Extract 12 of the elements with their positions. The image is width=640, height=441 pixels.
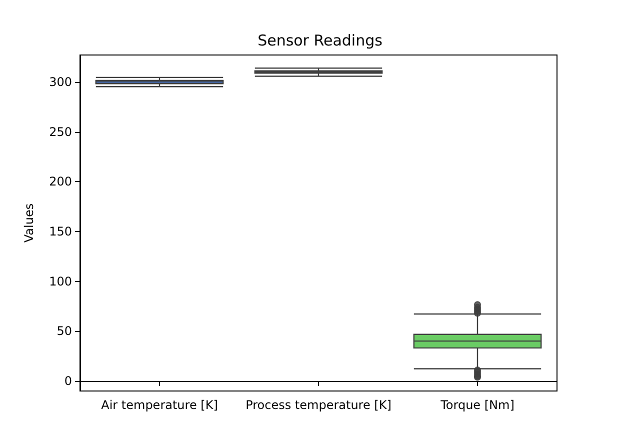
y-tick-label: 150 bbox=[49, 224, 72, 238]
y-tick-label: 100 bbox=[49, 274, 72, 288]
y-tick-label: 0 bbox=[64, 374, 72, 388]
x-tick-label: Torque [Nm] bbox=[440, 398, 514, 412]
chart-title: Sensor Readings bbox=[258, 32, 383, 50]
x-tick-label: Process temperature [K] bbox=[246, 398, 392, 412]
y-tick-label: 250 bbox=[49, 124, 72, 139]
y-tick-label: 200 bbox=[49, 174, 72, 189]
y-tick-label: 50 bbox=[56, 324, 72, 338]
y-axis-title: Values bbox=[22, 203, 36, 243]
x-tick-label: Air temperature [K] bbox=[101, 398, 218, 412]
y-tick-label: 300 bbox=[49, 74, 72, 89]
